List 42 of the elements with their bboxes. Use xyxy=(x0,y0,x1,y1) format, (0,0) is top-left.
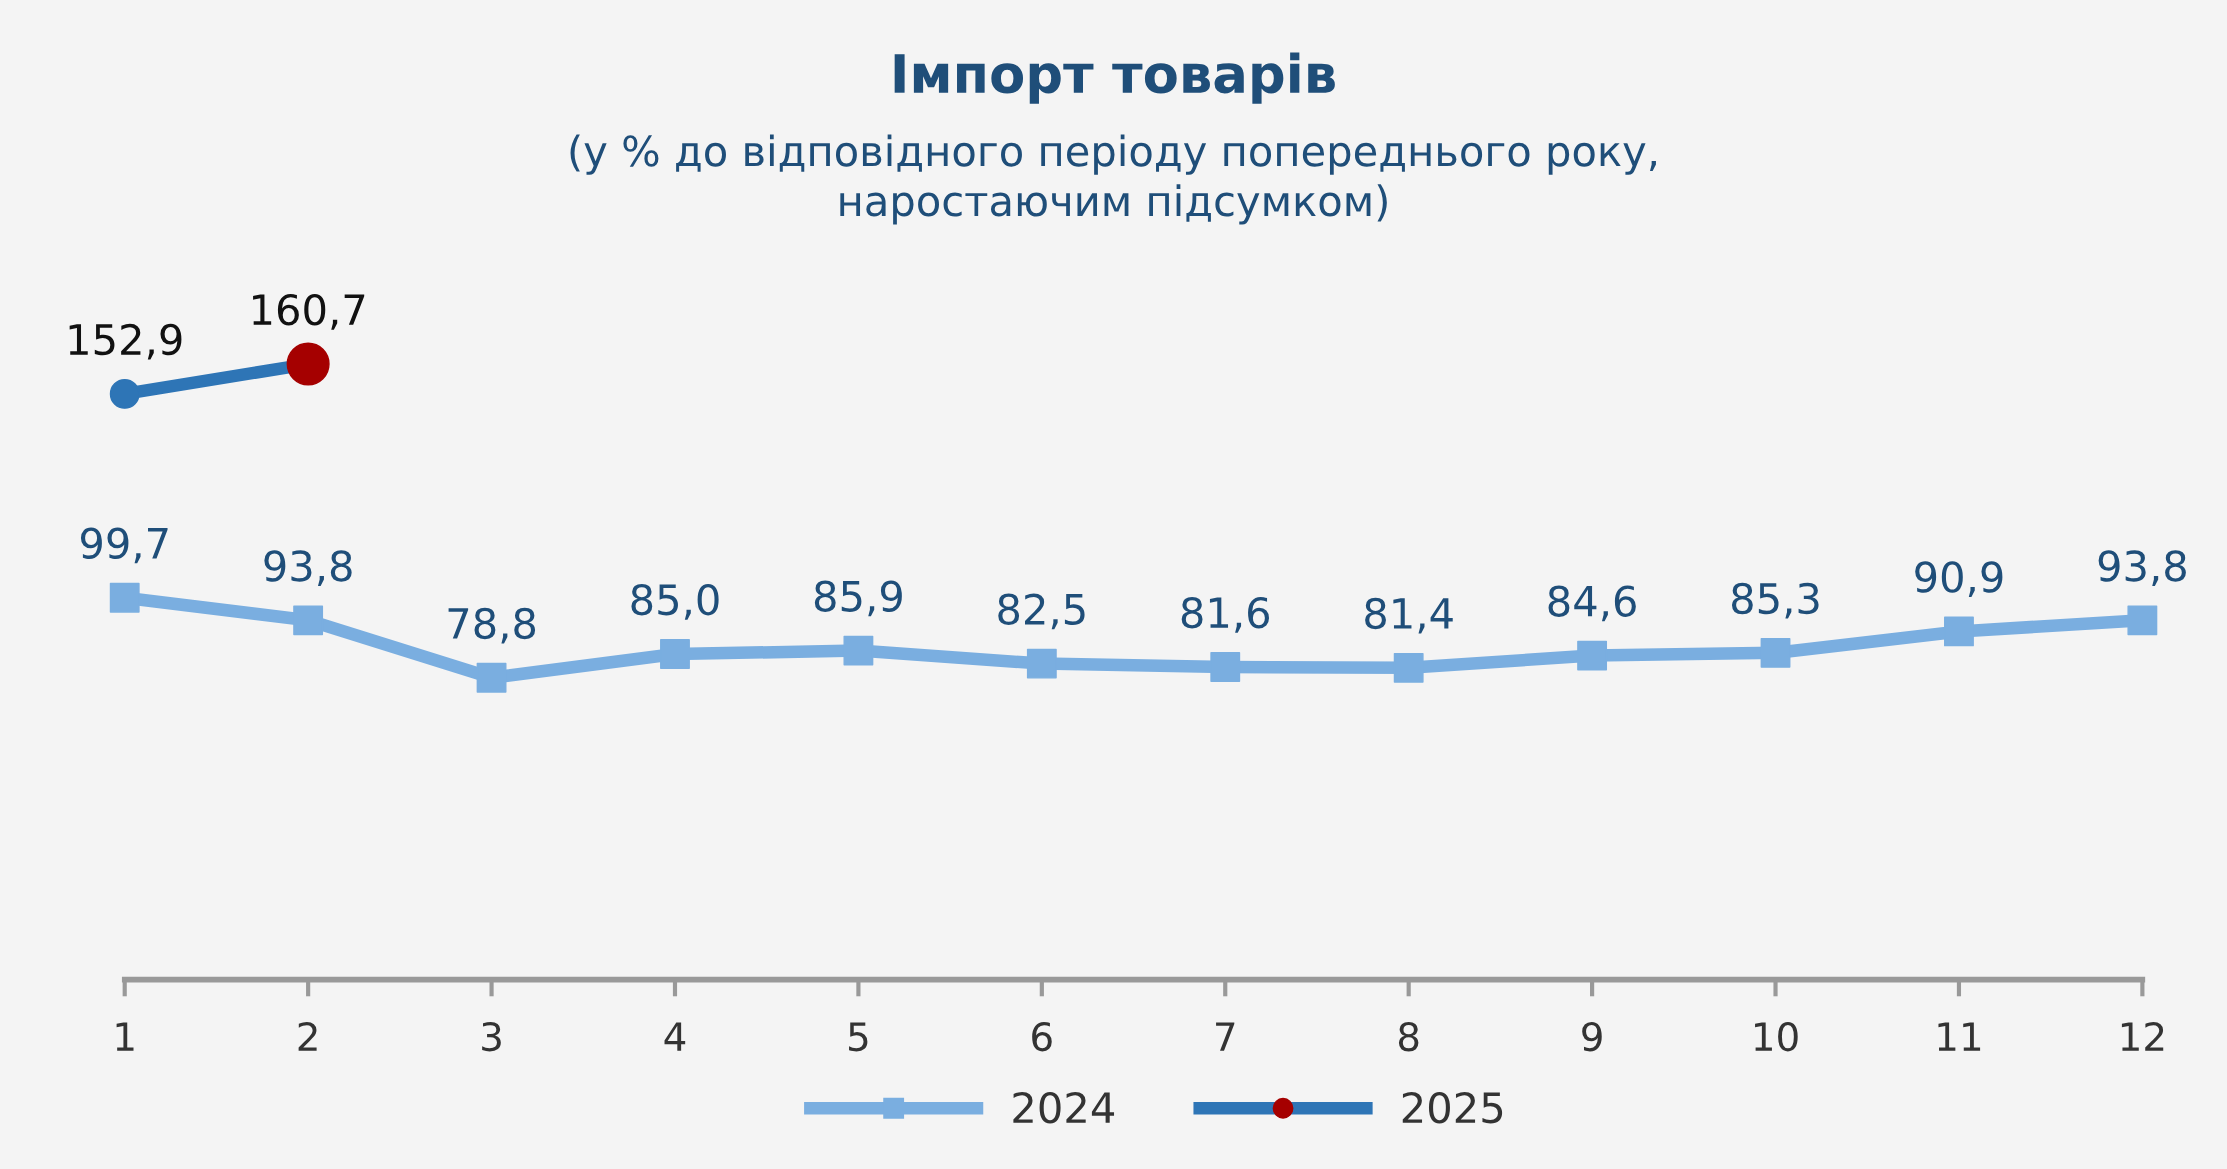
point xyxy=(1944,616,1974,647)
point xyxy=(293,605,324,636)
data-label: 152,9 xyxy=(69,323,182,360)
data-label: 78,8 xyxy=(448,607,536,644)
x-tick-label: 9 xyxy=(1582,1021,1602,1052)
point xyxy=(1393,652,1424,683)
chart-subtitle: (у % до відповідного періоду попереднього року, наростаючим підсумком) xyxy=(570,134,1656,225)
data-label: 85,0 xyxy=(631,583,719,620)
data-label: 99,7 xyxy=(80,527,168,564)
data-label: 93,8 xyxy=(264,550,352,586)
x-tick-label: 12 xyxy=(2121,1021,2164,1051)
x-tick-label: 1 xyxy=(116,1022,134,1051)
x-tick-label: 8 xyxy=(1398,1021,1419,1052)
point xyxy=(660,639,690,669)
legend-label: 2024 xyxy=(1013,1091,1115,1124)
data-label: 81,4 xyxy=(1365,597,1453,634)
x-tick-label: 7 xyxy=(1216,1022,1235,1051)
x-tick-label: 6 xyxy=(1032,1021,1052,1052)
point xyxy=(109,582,140,613)
point xyxy=(2127,605,2158,636)
x-tick-label: 3 xyxy=(482,1021,501,1052)
point xyxy=(843,635,874,666)
legend-label: 2025 xyxy=(1402,1091,1503,1124)
data-label: 93,8 xyxy=(2098,550,2186,586)
data-label: 90,9 xyxy=(1915,561,2003,598)
point xyxy=(1760,637,1791,668)
data-label: 85,9 xyxy=(814,580,902,617)
data-label: 160,7 xyxy=(253,293,365,330)
point xyxy=(1210,652,1241,682)
point xyxy=(1577,640,1608,671)
data-label: 84,6 xyxy=(1548,585,1636,622)
chart-title: Імпорт товарів xyxy=(894,52,1335,104)
x-tick-label: 5 xyxy=(849,1022,868,1052)
x-tick-label: 2 xyxy=(298,1021,317,1051)
data-label: 85,3 xyxy=(1731,582,1819,619)
x-tick-label: 11 xyxy=(1938,1022,1981,1051)
x-tick-label: 4 xyxy=(664,1022,686,1051)
data-label: 81,6 xyxy=(1181,596,1270,633)
point xyxy=(1026,648,1057,679)
data-label: 82,5 xyxy=(998,593,1085,630)
x-tick-label: 10 xyxy=(1755,1021,1798,1052)
point xyxy=(476,662,507,693)
